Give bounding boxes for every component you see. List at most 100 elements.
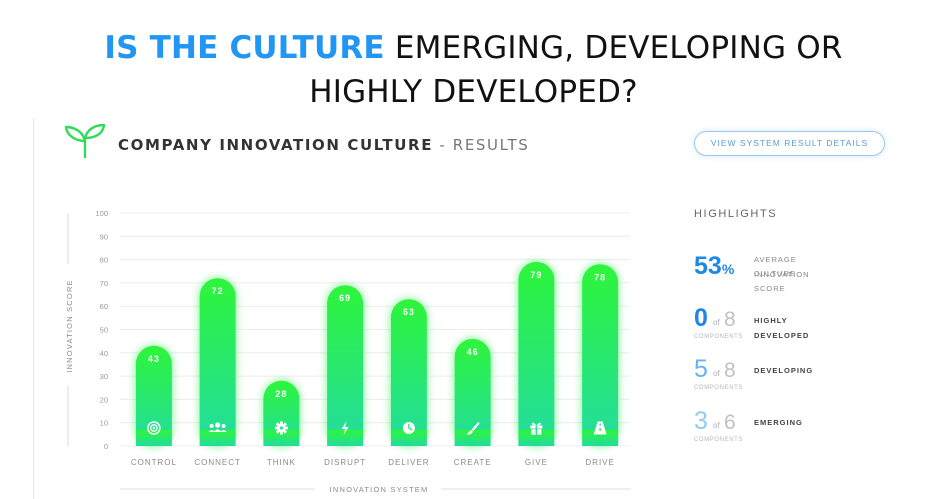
- bar: [454, 338, 491, 446]
- bar-value-label: 46: [467, 347, 479, 357]
- y-tick-label: 10: [100, 419, 108, 428]
- bar-value-label: 28: [275, 389, 287, 399]
- panel-title-subtitle: RESULTS: [452, 136, 530, 154]
- emerging-label: EMERGING: [754, 418, 803, 427]
- person-body: [220, 430, 227, 432]
- y-tick-label: 0: [104, 442, 108, 451]
- x-tick-label: DELIVER: [388, 458, 429, 467]
- x-tick-label: DRIVE: [585, 458, 614, 467]
- bar: [390, 299, 427, 446]
- person-head: [209, 424, 214, 428]
- x-tick-label: THINK: [267, 458, 296, 467]
- x-axis-label: INNOVATION SYSTEM: [330, 485, 429, 494]
- highly-developed-components: COMPONENTS: [694, 334, 744, 340]
- y-tick-label: 20: [100, 395, 108, 404]
- panel-title: COMPANY INNOVATION CULTURE - RESULTS: [118, 136, 529, 154]
- gear-icon: [274, 421, 288, 435]
- x-tick-label: DISRUPT: [324, 458, 366, 467]
- x-tick-label: CONTROL: [131, 458, 177, 467]
- bar-base: [263, 430, 300, 446]
- average-score-unit: %: [721, 261, 735, 277]
- target-icon: [147, 421, 161, 435]
- person-head: [221, 424, 226, 428]
- bar-value-label: 43: [148, 354, 160, 364]
- x-tick-label: CREATE: [454, 458, 492, 467]
- x-tick-label: CONNECT: [194, 458, 241, 467]
- average-label-line-2: CULTURE SCORE: [754, 269, 796, 293]
- target-dot: [152, 426, 156, 430]
- innovation-score-bar-chart: 0 10 20 30 40 50 60 70 80 90 100 INNOVATION SCORE 43…: [65, 209, 630, 494]
- lightning-icon: [341, 421, 349, 435]
- road-marking: [599, 428, 601, 431]
- bar-value-label: 63: [403, 307, 415, 317]
- bar-base: [582, 430, 619, 446]
- highly-developed-label: HIGHLY DEVELOPED: [754, 316, 810, 340]
- bar-value-label: 78: [594, 272, 606, 282]
- people-icon: [208, 422, 227, 432]
- bar-base: [327, 430, 364, 446]
- headline-line-1: IS THE CULTURE EMERGING, DEVELOPING OR: [0, 26, 947, 70]
- page-headline: IS THE CULTURE EMERGING, DEVELOPING OR H…: [0, 26, 947, 114]
- bar-base: [518, 430, 555, 446]
- bar: [327, 285, 364, 446]
- panel-title-main: COMPANY INNOVATION CULTURE: [118, 136, 434, 154]
- y-axis-label: INNOVATION SCORE: [65, 279, 74, 373]
- bar-value-label: 79: [530, 270, 542, 280]
- view-system-result-details-button[interactable]: VIEW SYSTEM RESULT DETAILS: [694, 131, 885, 156]
- average-score-value: 53%: [694, 252, 734, 281]
- emerging-total: 6: [724, 411, 736, 434]
- y-tick-label: 80: [100, 256, 108, 265]
- highly-developed-of: of: [713, 318, 720, 327]
- gear-hole: [279, 426, 283, 430]
- highly-developed-total: 8: [724, 308, 736, 331]
- brush-tip: [466, 430, 473, 435]
- headline-emphasis: IS THE CULTURE: [104, 30, 385, 66]
- target-ring: [147, 421, 161, 435]
- bar-base: [454, 430, 491, 446]
- highly-developed-count: 0: [694, 304, 708, 332]
- road-icon: [593, 421, 607, 435]
- average-label-line-1: AVERAGE INNOVATION: [754, 255, 810, 279]
- gift-bow: [531, 422, 541, 426]
- sprout-icon: [64, 124, 106, 158]
- bar: [135, 345, 172, 446]
- bar: [199, 278, 236, 446]
- y-tick-label: 70: [100, 279, 108, 288]
- road-marking: [599, 423, 601, 426]
- gift-icon: [530, 422, 543, 435]
- target-ring: [150, 424, 158, 432]
- y-tick-label: 60: [100, 302, 108, 311]
- bar-base: [135, 430, 172, 446]
- emerging-count: 3: [694, 407, 708, 435]
- developing-components: COMPONENTS: [694, 385, 744, 391]
- highlights-heading: HIGHLIGHTS: [694, 208, 778, 220]
- developing-total: 8: [724, 359, 736, 382]
- y-tick-label: 40: [100, 349, 108, 358]
- gear-tooth: [279, 421, 283, 425]
- panel-title-separator: -: [433, 136, 453, 154]
- emerging-of: of: [713, 421, 720, 430]
- developing-of: of: [713, 369, 720, 378]
- person-body: [213, 429, 222, 432]
- developing-count: 5: [694, 355, 708, 383]
- brush-handle: [471, 422, 480, 431]
- x-tick-label: GIVE: [525, 458, 548, 467]
- bar-base: [199, 430, 236, 446]
- developing-label: DEVELOPING: [754, 366, 814, 375]
- bar-value-label: 69: [339, 293, 351, 303]
- clock-icon: [402, 422, 415, 434]
- person-body: [208, 430, 215, 432]
- emerging-components: COMPONENTS: [694, 437, 744, 443]
- panel-left-border: [33, 118, 34, 499]
- bar-base: [390, 430, 427, 446]
- bar: [263, 380, 300, 446]
- y-tick-label: 100: [95, 209, 108, 218]
- headline-line-2: HIGHLY DEVELOPED?: [309, 74, 638, 110]
- clock-hands: [408, 423, 413, 431]
- y-tick-label: 30: [100, 372, 108, 381]
- y-tick-label: 50: [100, 326, 108, 335]
- person-head: [215, 422, 221, 428]
- bar: [518, 261, 555, 446]
- lightning-bolt: [341, 421, 349, 435]
- gear-tooth: [279, 431, 283, 435]
